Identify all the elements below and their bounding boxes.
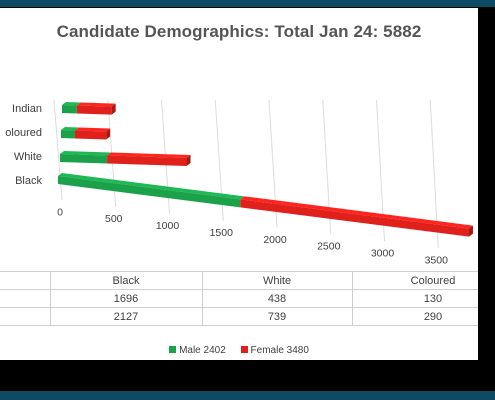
table-row-label: [0, 307, 51, 326]
table-row-label: [0, 289, 51, 308]
category-label: oloured: [5, 127, 42, 139]
legend-swatch-male: [169, 346, 177, 353]
bar-indian-male: [62, 105, 77, 114]
bar-white-female-top: [107, 152, 191, 159]
x-tick-label: 2500: [317, 241, 341, 253]
bar-black-end: [468, 225, 473, 237]
table-row: 2127 739 290: [0, 307, 478, 326]
category-label: Black: [15, 175, 42, 187]
bar-white-male-top: [60, 151, 112, 156]
table-header-row: Black White Coloured: [0, 271, 478, 290]
frame-top-bar: [0, 0, 495, 7]
table-header-cell: White: [201, 271, 353, 290]
bar-white-end: [186, 155, 191, 167]
table-cell-blank: [0, 271, 51, 290]
chart-slide: Candidate Demographics: Total Jan 24: 58…: [0, 8, 478, 360]
bar-black-female-top: [240, 196, 473, 229]
table-cell: 2127: [49, 307, 203, 326]
table-header-cell: Coloured: [351, 271, 478, 290]
bar-black-male-top: [58, 173, 245, 200]
legend-label-male: Male 2402: [179, 345, 226, 356]
x-tick-label: 500: [105, 213, 123, 225]
bar-black-male: [58, 176, 241, 208]
chart-title: Candidate Demographics: Total Jan 24: 58…: [56, 22, 422, 41]
x-tick-label: 3000: [371, 248, 395, 260]
category-label: Indian: [12, 103, 42, 115]
bar-white-female: [107, 155, 187, 167]
x-tick-label: 1500: [210, 227, 234, 239]
frame-bottom-bar: [0, 391, 495, 400]
bar-indian-female: [76, 105, 112, 115]
legend-label-female: Female 3480: [250, 345, 309, 356]
legend-item-female: Female 3480: [240, 345, 309, 356]
chart-legend: Male 2402 Female 3480: [0, 345, 478, 356]
category-label: White: [14, 151, 42, 163]
data-table: Black White Coloured 1696 438 130 2127 7…: [0, 271, 478, 326]
frame-right-strip: [478, 8, 495, 360]
bar-coloured-male: [61, 130, 75, 139]
stacked-bar-chart: 050010001500200025003000350040BlackWhite…: [5, 99, 473, 266]
bar-indian-male-top: [62, 102, 81, 106]
bar-coloured-female: [74, 130, 107, 140]
bar-black-female: [240, 199, 469, 237]
gridline: [53, 99, 63, 201]
table-header-cell: Black: [49, 271, 203, 290]
bar-coloured-male-top: [61, 127, 79, 131]
table-cell: 438: [201, 289, 353, 308]
table-cell: 739: [201, 307, 353, 326]
bar-coloured-female-top: [74, 127, 111, 132]
legend-swatch-female: [240, 346, 248, 353]
x-tick-label: 1000: [156, 220, 180, 232]
x-tick-label: 3500: [425, 254, 449, 266]
x-tick-label: 2000: [263, 234, 287, 246]
x-tick-label: 0: [57, 206, 63, 218]
bar-coloured-end: [106, 128, 111, 140]
table-cell: 130: [351, 289, 478, 308]
table-row: 1696 438 130: [0, 289, 478, 308]
table-cell: 1696: [49, 289, 203, 308]
table-cell: 290: [351, 307, 478, 326]
bar-white-male: [60, 154, 108, 164]
bar-indian-female-top: [76, 102, 116, 107]
bar-indian-end: [111, 103, 116, 115]
legend-item-male: Male 2402: [169, 345, 226, 356]
